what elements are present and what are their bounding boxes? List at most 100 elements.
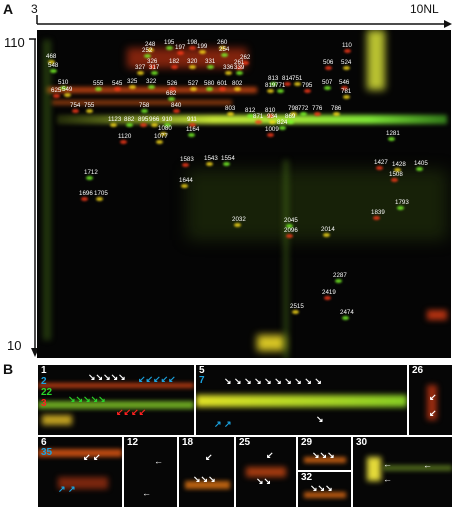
inset-1-red-band <box>38 383 194 388</box>
gel-spot <box>126 123 133 127</box>
inset-18-label: 18 <box>182 437 194 448</box>
spot-label: 182 <box>169 58 180 65</box>
gel-spot <box>182 163 189 167</box>
gel-spot <box>324 296 331 300</box>
gel-spot <box>141 109 148 113</box>
spot-label: 1123 <box>108 116 122 123</box>
inset-25-band <box>246 467 286 477</box>
red-arrow-icon: ↙↙↙↙ <box>116 407 147 417</box>
gel-spot <box>286 234 293 238</box>
gel-spot <box>177 51 184 55</box>
spot-label: 911 <box>187 116 197 123</box>
spot-label: 336 <box>223 64 234 71</box>
spot-label: 895 <box>138 116 149 123</box>
spot-label: 758 <box>139 102 150 109</box>
gel-spot <box>110 123 117 127</box>
right-yellow-streak <box>367 30 385 90</box>
white-arrow-icon: ↘↘ <box>256 476 272 486</box>
spot-label: 195 <box>164 39 175 46</box>
gel-spot <box>376 166 383 170</box>
spot-label: 527 <box>188 80 199 87</box>
spot-label: 254 <box>219 46 230 53</box>
inset-1-label-22: 22 <box>41 387 53 398</box>
inset-6-label: 6 <box>41 437 47 448</box>
gel-spot <box>151 123 158 127</box>
gel-spot <box>189 65 196 69</box>
spot-label: 327 <box>135 64 146 71</box>
spot-label: 199 <box>197 43 208 50</box>
white-arrow-icon: ← <box>383 459 392 469</box>
green-arrow-icon: ↘↘↘↘↘ <box>68 394 106 404</box>
spot-label: 262 <box>240 54 251 61</box>
spot-label: 1712 <box>84 169 98 176</box>
white-arrow-icon: ← <box>154 456 163 466</box>
inset-25-label: 25 <box>239 437 251 448</box>
gel-spot <box>169 87 176 91</box>
gel-spot <box>333 112 340 116</box>
gel-spot <box>247 114 254 118</box>
inset-30-streak <box>383 465 452 471</box>
gel-spot <box>206 87 213 91</box>
spot-label: 510 <box>58 79 69 86</box>
gel-spot <box>234 87 241 91</box>
spot-label: 781 <box>341 88 352 95</box>
inset-1-label-2: 2 <box>41 376 47 387</box>
inset-6-band <box>38 449 122 457</box>
inset-5-label: 5 <box>199 365 205 376</box>
x-axis-arrow <box>36 15 452 28</box>
spot-label: 755 <box>84 102 95 109</box>
spot-label: 198 <box>187 39 198 46</box>
spot-label: 813 <box>268 75 279 82</box>
spot-label: 934 <box>267 113 278 120</box>
blue-arrow-icon: ↙↙↙↙↙ <box>138 374 176 384</box>
gel-spot <box>95 87 102 91</box>
spot-label: 317 <box>149 64 160 71</box>
spot-label: 625 <box>51 87 62 94</box>
spot-label: 798 <box>288 105 299 112</box>
inset-30-label: 30 <box>356 437 368 448</box>
spot-label: 910 <box>162 116 173 123</box>
inset-5-label-7: 7 <box>199 375 205 386</box>
gel-spot <box>207 65 214 69</box>
gel-spot <box>189 123 196 127</box>
spot-label: 871 <box>253 113 264 120</box>
spot-label: 754 <box>70 102 81 109</box>
gel-spot <box>294 82 301 86</box>
spot-label: 2419 <box>322 289 336 296</box>
spot-label: 197 <box>175 44 186 51</box>
spot-label: 524 <box>341 59 352 66</box>
gel-spot <box>323 233 330 237</box>
gel-spot <box>171 65 178 69</box>
white-arrow-icon: ← <box>383 474 392 484</box>
gel-spot <box>304 89 311 93</box>
inset-18: 18 ↙ ↘↘↘ <box>178 436 235 508</box>
gel-spot <box>60 86 67 90</box>
spot-label: 2014 <box>321 226 335 233</box>
gel-spot <box>344 49 351 53</box>
white-arrow-icon: ↙ <box>429 408 437 418</box>
spot-label: 580 <box>204 80 215 87</box>
bottom-red-blob <box>427 310 447 320</box>
gel-spot <box>269 120 276 124</box>
gel-spot <box>325 66 332 70</box>
spot-label: 1080 <box>158 125 172 132</box>
spot-label: 824 <box>277 119 288 126</box>
spot-label: 2032 <box>232 216 246 223</box>
gel-spot <box>144 54 151 58</box>
gel-spot <box>286 224 293 228</box>
gel-spot <box>255 120 262 124</box>
gel-spot <box>120 140 127 144</box>
gel-spot <box>86 109 93 113</box>
gel-spot <box>292 310 299 314</box>
gel-spot <box>173 109 180 113</box>
white-arrow-icon: ↘↘↘ <box>310 483 333 493</box>
spot-label: 2474 <box>340 309 354 316</box>
inset-32: 32 ↘↘↘ <box>297 471 352 508</box>
inset-26-label: 26 <box>412 365 424 376</box>
panel-a-letter: A <box>3 1 14 17</box>
spot-label: 2515 <box>290 303 304 310</box>
gel-spot <box>221 53 228 57</box>
gel-spot <box>181 184 188 188</box>
spot-label: 786 <box>331 105 342 112</box>
white-arrow-icon: ← <box>423 460 432 470</box>
